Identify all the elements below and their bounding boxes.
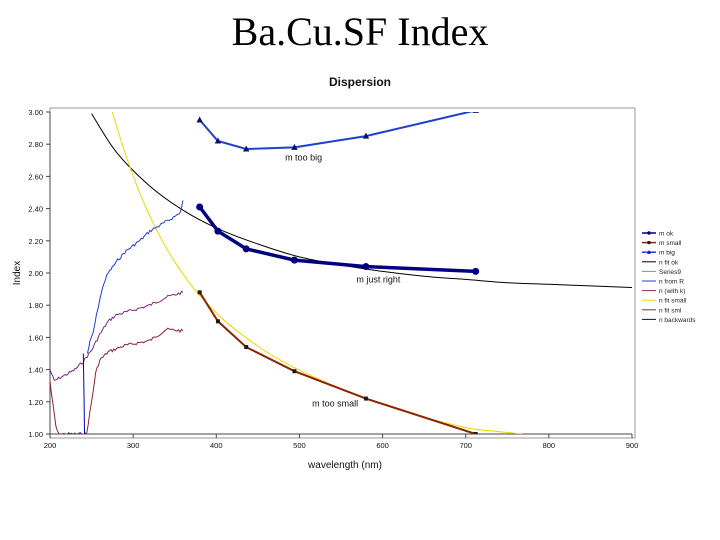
series-m-small-line: [198, 291, 477, 434]
x-tick-label: 400: [210, 441, 223, 450]
series-m-big-point: [291, 143, 298, 150]
series-n-backwards-line: [82, 353, 85, 434]
legend-marker: [647, 231, 651, 235]
series-m-ok-point: [214, 227, 222, 235]
series-m-small-point: [473, 432, 478, 434]
x-tick-label: 800: [543, 441, 556, 450]
y-tick-label: 3.00: [28, 108, 43, 117]
legend: m ok m small m big n fit ok Series9 n from R n…: [642, 231, 696, 324]
annotation-layer: m too big m just right m too small: [285, 152, 401, 408]
series-m-small-point: [244, 345, 249, 350]
annotation-label: m just right: [356, 275, 401, 285]
legend-label: n from R: [659, 279, 684, 286]
series-m-small-point: [292, 369, 297, 374]
y-axis-label: Index: [12, 261, 23, 285]
legend-label: n (with k): [659, 288, 685, 295]
legend-label: n fit small: [659, 298, 687, 305]
series-m-small-point: [363, 396, 368, 401]
legend-marker: [647, 250, 651, 254]
x-axis-label: wavelength (nm): [307, 460, 382, 471]
slide-title: Ba.Cu.SF Index: [231, 9, 489, 54]
y-tick-label: 1.20: [28, 398, 43, 407]
chart-frame: [49, 107, 636, 439]
series-m-small-point: [197, 290, 202, 295]
annotation-label: m too big: [285, 152, 322, 162]
y-tick-label: 1.00: [28, 430, 43, 439]
series-m-ok-point: [362, 263, 370, 271]
y-tick-label: 2.40: [28, 205, 43, 214]
legend-label: m ok: [659, 231, 674, 238]
series-m-ok-point: [196, 203, 204, 211]
chart-title: Dispersion: [329, 75, 391, 89]
x-tick-label: 200: [44, 441, 57, 450]
series-n-fit-sml-line: [50, 327, 184, 434]
series-m-small-point: [215, 319, 220, 324]
x-tick-label: 500: [293, 441, 306, 450]
legend-label: Series9: [659, 269, 681, 276]
series-m-ok-point: [472, 267, 480, 275]
series-m-big-point: [472, 112, 479, 113]
legend-label: n backwards: [659, 317, 696, 324]
series-layer: [50, 112, 632, 434]
series-m-big-point: [196, 116, 203, 123]
series-n-from-r-line: [86, 200, 184, 354]
x-tick-label: 700: [459, 441, 472, 450]
series-m-big-point: [214, 137, 222, 144]
y-tick-label: 2.80: [28, 140, 43, 149]
y-tick-label: 2.00: [28, 269, 43, 278]
x-tick-label: 300: [127, 441, 140, 450]
y-tick-label: 2.20: [28, 237, 43, 246]
series-m-big-line: [198, 112, 474, 151]
legend-label: m big: [659, 250, 675, 257]
legend-marker: [647, 241, 651, 245]
series-m-big-point: [243, 145, 250, 152]
legend-label: m small: [659, 240, 682, 247]
y-tick-label: 1.80: [28, 301, 43, 310]
y-tick-group: 1.00 1.20 1.40 1.60 1.80 2.00 2.20 2.40 2.60 2.80…: [28, 108, 50, 439]
x-tick-label: 600: [376, 441, 389, 450]
legend-label: n fit sml: [659, 307, 682, 314]
y-tick-label: 1.40: [28, 366, 43, 375]
x-tick-label: 900: [626, 441, 639, 450]
x-tick-group: 200 300 400 500 600 700 800 900: [44, 434, 639, 450]
y-tick-label: 2.60: [28, 172, 43, 181]
y-tick-label: 1.60: [28, 333, 43, 342]
series-m-ok-point: [290, 256, 298, 264]
series-n-with-k-line: [50, 290, 184, 381]
series-m-ok-line: [198, 205, 476, 274]
annotation-label: m too small: [312, 399, 358, 409]
series-m-ok-point: [242, 245, 250, 253]
legend-label: n fit ok: [659, 259, 679, 266]
series-m-big-point: [362, 132, 370, 139]
series-n-fit-small-line: [111, 112, 523, 434]
